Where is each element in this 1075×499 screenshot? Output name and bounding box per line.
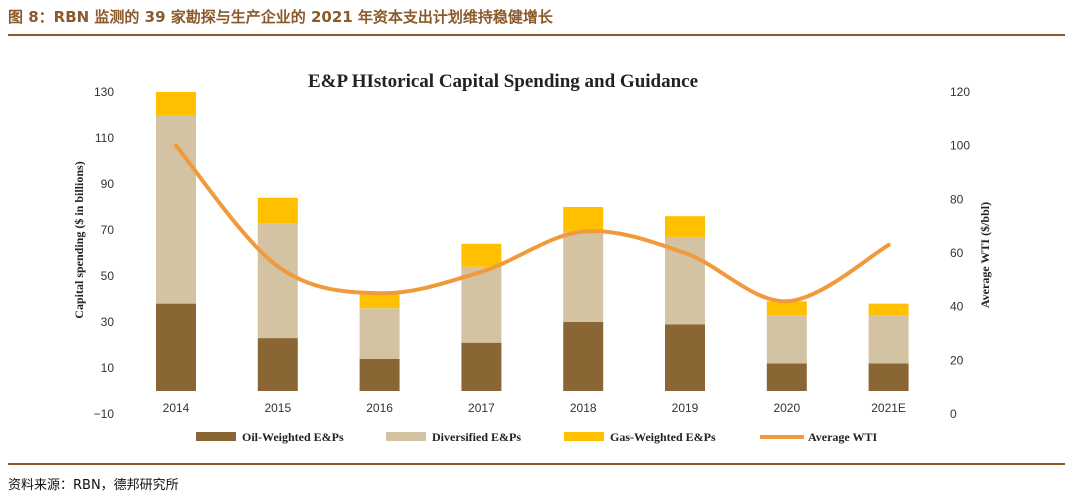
source-note: 资料来源：RBN，德邦研究所 [8,478,179,493]
bar-oil-weighted-e-ps-2014 [156,303,196,391]
figure-title: 图 8：RBN 监测的 39 家勘探与生产企业的 2021 年资本支出计划维持稳… [8,8,553,26]
bar-gas-weighted-e-ps-2021e [868,303,909,316]
bar-oil-weighted-e-ps-2020 [766,363,807,391]
y-tick-label: −10 [94,407,115,421]
y2-tick-label: 20 [950,353,964,367]
bar-diversified-e-ps-2018 [563,232,604,322]
x-tick-label: 2020 [773,401,800,415]
y-tick-label: 30 [101,315,115,329]
wti-point-2014 [174,143,178,148]
bar-oil-weighted-e-ps-2018 [563,322,604,391]
bar-oil-weighted-e-ps-2017 [461,342,502,391]
y-tick-label: 50 [101,269,115,283]
y2-tick-label: 60 [950,246,964,260]
bar-oil-weighted-e-ps-2015 [257,338,298,391]
header-rule [8,34,1065,36]
bar-gas-weighted-e-ps-2015 [257,197,298,224]
legend-label-average-wti: Average WTI [808,430,878,444]
y-tick-label: 90 [101,177,115,191]
y2-tick-label: 40 [950,300,964,314]
x-tick-label: 2015 [264,401,291,415]
bar-gas-weighted-e-ps-2019 [665,216,705,237]
bar-oil-weighted-e-ps-2021e [868,363,909,391]
x-tick-label: 2021E [871,401,906,415]
wti-point-2020 [784,299,789,304]
footer-rule [8,463,1065,465]
legend-label-oil-weighted-e-ps: Oil-Weighted E&Ps [242,430,344,444]
x-tick-label: 2017 [468,401,495,415]
bar-gas-weighted-e-ps-2020 [766,301,807,316]
y-tick-label: 10 [101,361,115,375]
y2-tick-label: 120 [950,85,970,99]
legend-label-gas-weighted-e-ps: Gas-Weighted E&Ps [610,430,716,444]
bar-oil-weighted-e-ps-2019 [665,324,705,391]
bar-diversified-e-ps-2015 [257,223,298,339]
y-tick-label: 130 [94,85,114,99]
y2-axis-label: Average WTI ($/bbl) [978,202,992,308]
legend-swatch-gas-weighted-e-ps [564,432,604,441]
wti-point-2015 [275,264,280,269]
bar-gas-weighted-e-ps-2018 [563,207,604,233]
bar-gas-weighted-e-ps-2017 [461,243,502,267]
bar-diversified-e-ps-2021e [868,315,909,364]
y-axis-label: Capital spending ($ in billions) [72,161,86,318]
y2-tick-label: 0 [950,407,957,421]
wti-point-2017 [479,269,484,274]
x-tick-label: 2016 [366,401,393,415]
y-tick-label: 70 [101,223,115,237]
x-tick-label: 2018 [570,401,597,415]
bar-diversified-e-ps-2016 [359,308,400,359]
x-tick-label: 2014 [163,401,190,415]
y2-tick-label: 80 [950,192,964,206]
bar-diversified-e-ps-2017 [461,266,502,343]
bar-gas-weighted-e-ps-2014 [156,92,196,115]
wti-point-2018 [581,229,586,234]
y-tick-label: 110 [95,131,114,145]
bar-gas-weighted-e-ps-2016 [359,294,400,309]
chart-title: E&P HIstorical Capital Spending and Guid… [308,71,698,92]
wti-point-2016 [377,291,382,296]
legend-swatch-diversified-e-ps [386,432,426,441]
wti-point-2021e [886,242,891,247]
bar-diversified-e-ps-2014 [156,115,196,304]
legend-swatch-oil-weighted-e-ps [196,432,236,441]
x-tick-label: 2019 [672,401,699,415]
wti-point-2019 [683,251,687,255]
legend-label-diversified-e-ps: Diversified E&Ps [432,430,521,444]
bar-diversified-e-ps-2020 [766,315,807,364]
y2-tick-label: 100 [950,139,970,153]
bar-oil-weighted-e-ps-2016 [359,358,400,391]
